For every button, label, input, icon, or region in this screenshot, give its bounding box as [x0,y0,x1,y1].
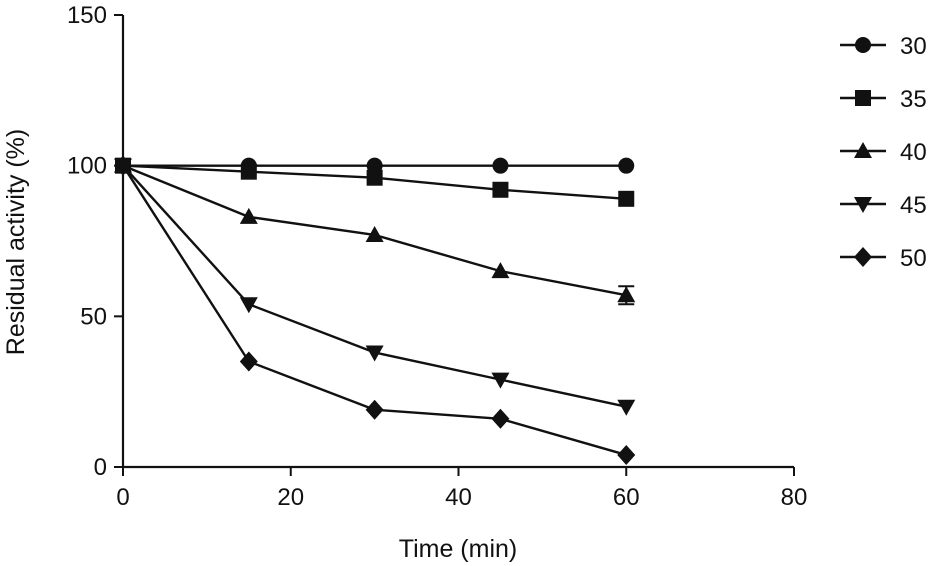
data-point [366,157,383,174]
legend-label: 50 [900,245,927,272]
series-line [122,164,627,408]
legend-marker [854,247,872,267]
legend-marker [855,37,871,53]
y-tick-label: 0 [94,454,107,481]
legend-item-40: 40 [840,139,927,166]
x-tick-label: 40 [445,484,472,511]
data-point [618,157,635,174]
axes: 0 20 40 60 80 0 50 100 150 [67,2,807,511]
legend-item-30: 30 [840,33,927,60]
data-point [617,286,636,303]
data-point [491,372,510,389]
data-point [618,190,635,207]
data-point [114,155,132,176]
data-point [240,163,257,180]
legend-marker [855,90,871,106]
legend-label: 35 [900,86,927,113]
data-point [365,225,384,242]
series-40 [114,156,636,306]
y-tick-label: 150 [67,2,107,29]
legend-item-45: 45 [840,192,927,219]
legend-label: 45 [900,192,927,219]
x-axis-title: Time (min) [399,535,518,563]
legend-label: 40 [900,139,927,166]
series-layer [114,155,636,465]
y-tick-label: 100 [67,153,107,180]
x-tick-label: 20 [277,484,304,511]
data-point [365,345,384,362]
x-tick-label: 80 [781,484,808,511]
data-point [239,351,258,372]
data-point [617,444,636,465]
legend-item-50: 50 [840,245,927,272]
data-point [491,262,510,279]
y-axis-title: Residual activity (%) [2,129,30,355]
x-tick-label: 0 [116,484,129,511]
legend-marker [854,197,872,213]
data-point [492,181,509,198]
legend-item-35: 35 [840,86,927,113]
x-tick-label: 60 [613,484,640,511]
legend-marker [854,142,872,158]
data-point [492,157,509,174]
data-point [239,297,258,314]
data-point [239,207,258,224]
y-tick-label: 50 [80,303,107,330]
data-point [491,408,510,429]
series-50 [114,155,636,465]
legend: 30 35 40 45 50 [840,33,927,272]
series-45 [114,158,636,416]
data-point [365,399,384,420]
data-point [617,399,636,416]
legend-label: 30 [900,33,927,60]
data-point [366,169,383,186]
